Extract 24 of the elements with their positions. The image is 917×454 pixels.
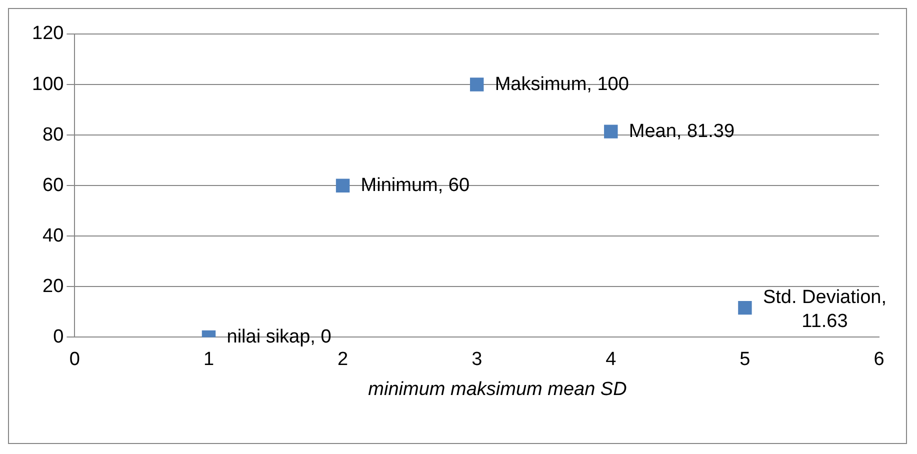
y-tick-label: 80	[42, 124, 64, 146]
x-tick-label: 5	[740, 348, 750, 370]
x-tick-label: 6	[874, 348, 884, 370]
y-tick-label: 20	[42, 276, 64, 297]
x-tick-label: 2	[338, 348, 348, 370]
point	[604, 124, 618, 138]
y-tick-label: 40	[42, 225, 64, 246]
x-axis-title: minimum maksimum mean SD	[367, 379, 628, 401]
data-label: Maksimum, 100	[494, 74, 629, 95]
y-tick-label: 0	[53, 326, 64, 348]
y-tick-label: 120	[32, 23, 64, 44]
y-tick-label: 60	[42, 174, 64, 196]
x-tick-label: 3	[472, 348, 482, 370]
data-label: Minimum, 60	[360, 174, 470, 196]
point	[336, 178, 350, 192]
point	[470, 78, 484, 92]
data-label: nilai sikap, 0	[226, 326, 332, 348]
x-tick-label: 4	[606, 348, 617, 370]
point	[738, 300, 752, 315]
data-label: Std. Deviation, 11.63	[762, 287, 887, 332]
x-tick-label: 1	[203, 348, 214, 370]
y-tick-label: 100	[32, 74, 64, 95]
x-tick-label: 0	[69, 348, 80, 370]
data-label: Mean, 81.39	[628, 120, 735, 142]
